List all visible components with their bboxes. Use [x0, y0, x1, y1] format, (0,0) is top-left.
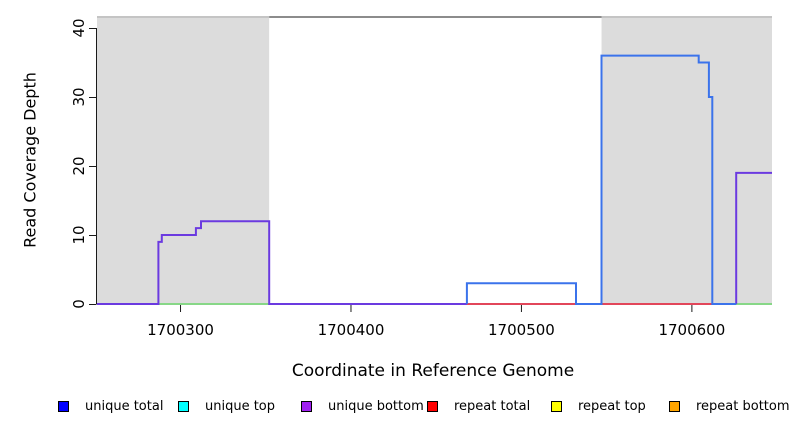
series-line-unique-total	[465, 54, 737, 305]
legend-item-unique-bottom: unique bottom	[301, 398, 424, 414]
y-tick-label: 40	[70, 18, 88, 38]
legend-item-unique-top: unique top	[178, 398, 276, 414]
legend-item-repeat-total: repeat total	[427, 398, 531, 414]
series-line-unique-bottom	[735, 171, 772, 304]
legend-swatch-icon	[669, 400, 680, 412]
x-tick-label: 1700500	[488, 321, 555, 339]
y-tick-label: 0	[70, 299, 88, 309]
legend-item-repeat-top: repeat top	[551, 398, 646, 414]
legend-label: unique total	[85, 398, 164, 414]
y-tick-label: 30	[70, 87, 88, 107]
legend-label: unique top	[205, 398, 276, 414]
x-tick-label: 1700300	[147, 321, 214, 339]
legend-swatch-icon	[551, 400, 562, 412]
legend-item-unique-total: unique total	[58, 398, 164, 414]
shaded-region-1	[601, 16, 772, 306]
legend-label: repeat top	[578, 398, 646, 414]
legend-swatch-icon	[301, 400, 312, 412]
legend-label: repeat bottom	[696, 398, 790, 414]
series-line-unique-bottom	[97, 220, 467, 305]
x-tick-label: 1700400	[317, 321, 385, 339]
shaded-region-0	[97, 16, 270, 306]
legend-item-repeat-bottom: repeat bottom	[669, 398, 790, 414]
x-axis-label: Coordinate in Reference Genome	[291, 361, 575, 381]
legend-swatch-icon	[58, 400, 69, 412]
legend-swatch-icon	[427, 400, 438, 412]
y-tick-label: 10	[70, 225, 88, 245]
y-tick-label: 20	[70, 156, 88, 176]
legend-swatch-icon	[178, 400, 189, 412]
legend-label: repeat total	[454, 398, 531, 414]
y-axis-label: Read Coverage Depth	[20, 72, 40, 248]
x-tick-label: 1700600	[658, 321, 726, 339]
legend-label: unique bottom	[328, 398, 424, 414]
